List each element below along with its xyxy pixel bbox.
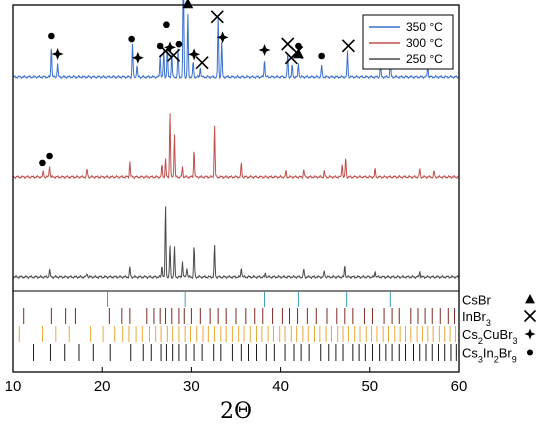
- phase-marker-triangle: [182, 0, 194, 9]
- pattern-traces: [12, 0, 460, 280]
- phase-marker-dot: [318, 52, 325, 60]
- reference-symbol-dot: [526, 349, 534, 356]
- phase-marker-star: [163, 41, 176, 54]
- x-axis: 10 20 30 40 50 60: [5, 367, 468, 395]
- reference-patterns: [18, 292, 457, 361]
- legend-label: 300 °C: [406, 36, 443, 50]
- phase-markers: [39, 0, 396, 167]
- phase-marker-dot: [46, 152, 53, 160]
- trace-350c: [12, 0, 460, 80]
- phase-marker-dot: [128, 35, 135, 43]
- phase-marker-cross: [210, 10, 224, 24]
- legend-box: [362, 14, 454, 70]
- trace-250c: [12, 206, 460, 280]
- x-tick-label: 30: [183, 378, 200, 395]
- phase-marker-triangle: [293, 48, 304, 59]
- phase-marker-dot: [48, 32, 55, 40]
- x-axis-title: 2Θ: [220, 399, 252, 424]
- phase-marker-star: [258, 44, 271, 56]
- phase-marker-dot: [175, 40, 183, 48]
- phase-marker-cross: [290, 46, 304, 60]
- legend-label: 250 °C: [406, 52, 443, 66]
- x-tick-label: 20: [94, 378, 111, 395]
- trace-300c: [12, 113, 460, 180]
- reference-label-3: Cs3In2Br9: [462, 346, 517, 365]
- phase-marker-dot: [39, 159, 46, 167]
- phase-marker-star: [216, 31, 229, 44]
- x-tick-label: 60: [451, 378, 468, 395]
- phase-marker-cross: [195, 56, 209, 70]
- phase-marker-dot: [163, 21, 170, 29]
- phase-marker-star: [131, 51, 144, 64]
- plot-frame: [12, 4, 460, 373]
- reference-symbol-cross: [523, 309, 537, 323]
- x-tick-label: 40: [272, 378, 289, 395]
- phase-marker-cross: [341, 39, 355, 53]
- phase-marker-star: [51, 48, 64, 60]
- x-tick-label: 10: [5, 378, 22, 395]
- phase-marker-star: [188, 48, 201, 61]
- x-tick-label: 50: [361, 378, 378, 395]
- phase-marker-dot: [295, 42, 302, 50]
- legend-label: 350 °C: [406, 20, 443, 34]
- reference-symbol-triangle: [525, 294, 535, 304]
- reference-label-1: InBr3: [462, 309, 491, 328]
- reference-symbol-star: [524, 328, 536, 340]
- legend: 350 °C 300 °C 250 °C: [362, 14, 454, 70]
- reference-label-2: Cs2CuBr3: [462, 327, 518, 346]
- reference-label-0: CsBr: [462, 293, 492, 308]
- phase-marker-dot: [156, 42, 164, 50]
